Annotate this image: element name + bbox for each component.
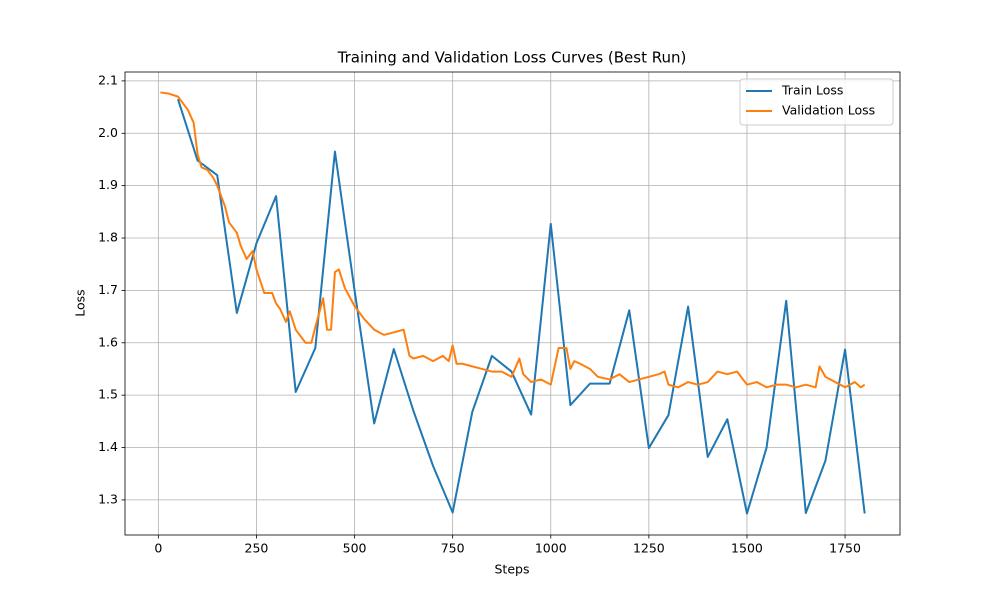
line-series [177, 98, 866, 515]
x-tick-label: 1750 [829, 541, 861, 556]
plot-frame [124, 71, 901, 536]
legend-label: Train Loss [781, 83, 843, 98]
line-series [160, 91, 866, 389]
y-tick-label: 2.1 [98, 72, 118, 87]
x-tick-label: 750 [441, 541, 465, 556]
y-axis-label: Loss [73, 289, 88, 316]
y-tick-label: 1.8 [98, 230, 118, 245]
legend-box [739, 78, 894, 126]
y-tick-label: 1.9 [98, 177, 118, 192]
y-tick-label: 1.6 [98, 334, 118, 349]
y-tick-label: 1.5 [98, 387, 118, 402]
y-tick-label: 1.4 [98, 439, 118, 454]
y-tick-label: 2.0 [98, 125, 118, 140]
x-tick-label: 250 [245, 541, 269, 556]
x-tick-label: 500 [343, 541, 367, 556]
x-axis-label: Steps [495, 562, 530, 577]
chart-title: Training and Validation Loss Curves (Bes… [337, 49, 687, 67]
y-tick-label: 1.3 [98, 491, 118, 506]
x-tick-label: 1250 [633, 541, 665, 556]
legend-label: Validation Loss [782, 103, 875, 118]
x-tick-label: 1500 [731, 541, 763, 556]
x-tick-label: 0 [154, 541, 162, 556]
y-tick-label: 1.7 [98, 282, 118, 297]
x-tick-label: 1000 [535, 541, 567, 556]
